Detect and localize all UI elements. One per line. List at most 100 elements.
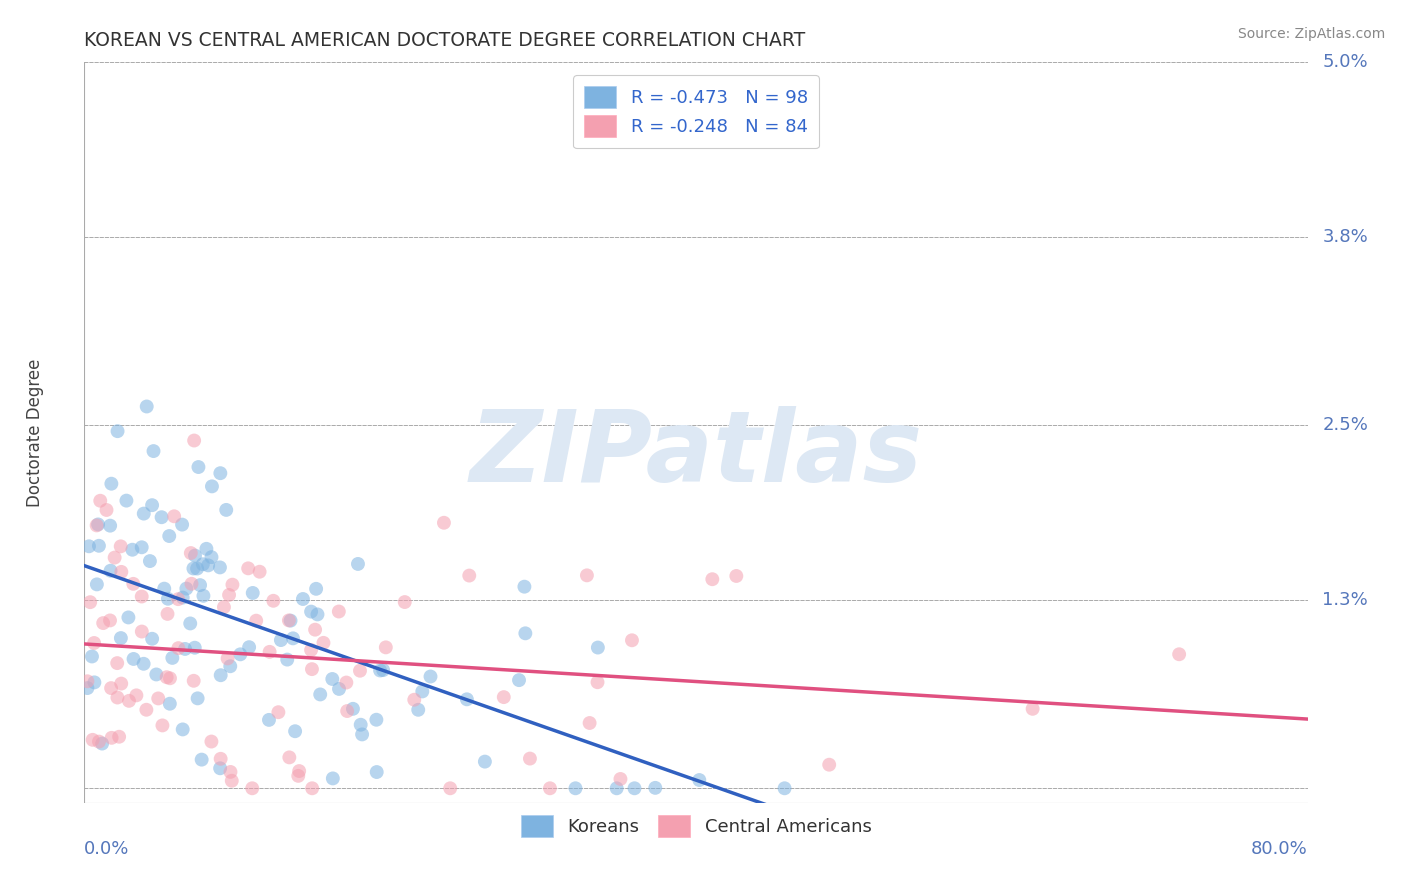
- Point: [257, 713, 280, 727]
- Point: [773, 781, 796, 796]
- Point: [299, 605, 322, 619]
- Point: [184, 549, 207, 563]
- Point: [79, 595, 101, 609]
- Point: [148, 691, 170, 706]
- Point: [215, 503, 238, 517]
- Point: [117, 610, 139, 624]
- Point: [110, 631, 132, 645]
- Point: [508, 673, 530, 687]
- Point: [83, 636, 105, 650]
- Point: [118, 694, 141, 708]
- Point: [217, 651, 239, 665]
- Point: [172, 723, 194, 737]
- Point: [209, 752, 232, 766]
- Point: [107, 424, 129, 438]
- Point: [190, 753, 212, 767]
- Point: [209, 668, 232, 682]
- Point: [578, 716, 600, 731]
- Point: [183, 673, 205, 688]
- Point: [404, 692, 426, 706]
- Point: [179, 616, 201, 631]
- Point: [208, 560, 231, 574]
- Point: [270, 633, 292, 648]
- Point: [98, 518, 121, 533]
- Text: 0.0%: 0.0%: [84, 840, 129, 858]
- Point: [86, 577, 108, 591]
- Point: [131, 624, 153, 639]
- Point: [564, 781, 586, 796]
- Point: [167, 592, 190, 607]
- Point: [307, 607, 329, 622]
- Point: [347, 557, 370, 571]
- Text: Source: ZipAtlas.com: Source: ZipAtlas.com: [1237, 27, 1385, 41]
- Point: [197, 558, 219, 573]
- Point: [620, 633, 643, 648]
- Point: [141, 498, 163, 512]
- Point: [287, 769, 309, 783]
- Point: [96, 503, 118, 517]
- Point: [366, 713, 388, 727]
- Point: [100, 731, 122, 745]
- Point: [209, 466, 232, 480]
- Point: [76, 681, 98, 695]
- Point: [159, 697, 181, 711]
- Point: [187, 460, 209, 475]
- Text: 5.0%: 5.0%: [1322, 54, 1368, 71]
- Point: [174, 642, 197, 657]
- Point: [725, 569, 748, 583]
- Point: [132, 507, 155, 521]
- Point: [110, 565, 132, 579]
- Point: [145, 667, 167, 681]
- Point: [433, 516, 456, 530]
- Point: [122, 577, 145, 591]
- Point: [156, 607, 179, 621]
- Point: [277, 614, 299, 628]
- Point: [284, 724, 307, 739]
- Point: [115, 493, 138, 508]
- Point: [394, 595, 416, 609]
- Point: [209, 761, 232, 775]
- Point: [305, 582, 328, 596]
- Point: [406, 703, 429, 717]
- Point: [492, 690, 515, 705]
- Point: [299, 643, 322, 657]
- Point: [349, 664, 371, 678]
- Point: [606, 781, 628, 796]
- Point: [152, 718, 174, 732]
- Point: [321, 672, 343, 686]
- Point: [328, 681, 350, 696]
- Text: ZIPatlas: ZIPatlas: [470, 407, 922, 503]
- Point: [439, 781, 461, 796]
- Point: [83, 675, 105, 690]
- Point: [87, 517, 110, 532]
- Point: [328, 605, 350, 619]
- Point: [242, 586, 264, 600]
- Point: [153, 582, 176, 596]
- Text: Doctorate Degree: Doctorate Degree: [27, 359, 45, 507]
- Point: [107, 690, 129, 705]
- Point: [201, 479, 224, 493]
- Point: [238, 561, 260, 575]
- Point: [80, 649, 103, 664]
- Point: [688, 772, 710, 787]
- Point: [100, 564, 122, 578]
- Point: [262, 594, 284, 608]
- Point: [1021, 702, 1043, 716]
- Point: [131, 541, 153, 555]
- Point: [125, 689, 148, 703]
- Point: [352, 727, 374, 741]
- Point: [167, 641, 190, 656]
- Point: [135, 703, 157, 717]
- Point: [322, 772, 344, 786]
- Point: [218, 588, 240, 602]
- Point: [309, 688, 332, 702]
- Point: [586, 675, 609, 690]
- Point: [142, 444, 165, 458]
- Point: [131, 590, 153, 604]
- Point: [411, 684, 433, 698]
- Point: [267, 705, 290, 719]
- Point: [150, 510, 173, 524]
- Point: [191, 558, 214, 572]
- Point: [238, 640, 260, 655]
- Point: [159, 671, 181, 685]
